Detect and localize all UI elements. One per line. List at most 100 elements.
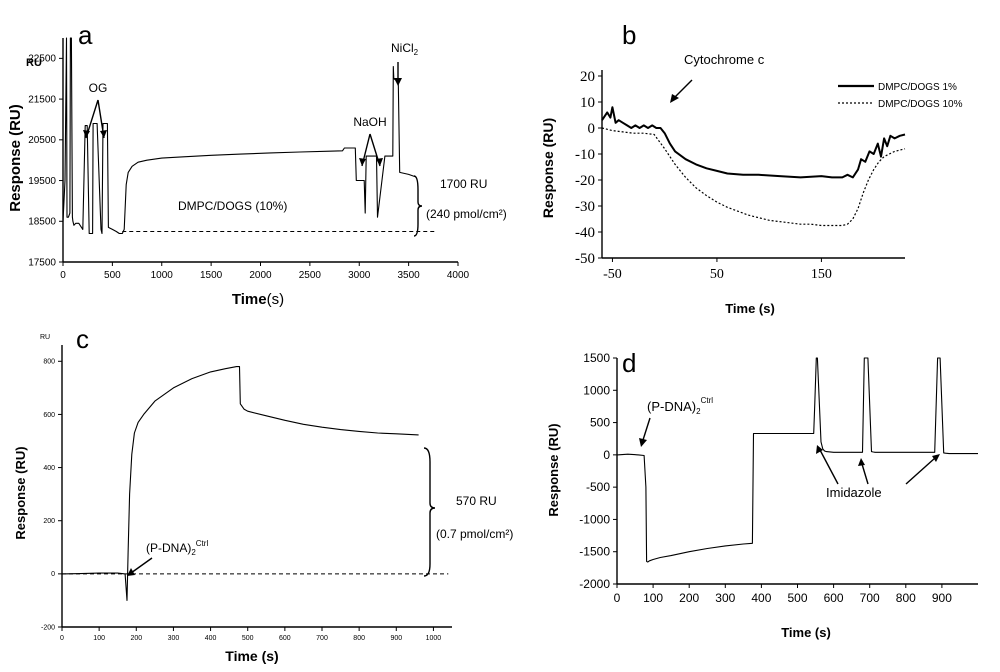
panel-a-brace: [413, 175, 423, 237]
y-tick-label: -20: [575, 173, 595, 189]
panel-c-y-unit: RU: [40, 334, 50, 341]
legend-label-1pct: DMPC/DOGS 1%: [878, 82, 957, 93]
x-tick-label: 600: [279, 635, 291, 642]
x-tick-label: 3000: [348, 270, 371, 281]
panel-c-label: c: [76, 324, 89, 354]
panel-a-delta-label: 1700 RU: [440, 177, 487, 191]
panel-a-y-axis-label: Response (RU): [7, 104, 24, 212]
y-tick-label: -50: [575, 251, 595, 267]
c-analyte-sub: 2: [191, 548, 196, 557]
panel-c-delta-label: 570 RU: [456, 494, 497, 508]
x-tick-label: 3500: [398, 270, 421, 281]
y-tick-label: -1000: [579, 512, 610, 526]
y-tick-label: 0: [603, 448, 610, 462]
panel-b-series: [601, 106, 906, 227]
x-tick-label: 50: [710, 267, 724, 282]
naoh-arrow-right-icon: [376, 158, 383, 166]
d-analyte-arrow-icon: [639, 438, 647, 447]
panel-d-label: d: [622, 348, 636, 378]
x-tick-label: 150: [811, 267, 832, 282]
x-tick-label: 300: [715, 591, 735, 605]
panel-c-x-axis-label: Time (s): [225, 648, 278, 664]
panel-c-analyte-arrow: [130, 557, 153, 574]
nicl-arrow-icon: [394, 78, 402, 86]
y-tick-label: -2000: [579, 577, 610, 591]
nicl-main: NiCl: [391, 41, 414, 55]
x-tick-label: 1000: [426, 635, 442, 642]
panel-a-x-axis-label-unit: (s): [267, 291, 285, 308]
panel-b-y-axis-label: Response (RU): [540, 118, 556, 218]
x-tick-label: 700: [316, 635, 328, 642]
panel-c-amount-label: (0.7 pmol/cm²): [436, 527, 513, 541]
x-tick-label: 0: [60, 635, 64, 642]
panel-d-analyte-label: (P-DNA)2Ctrl: [647, 396, 713, 416]
panel-d-series: [616, 357, 978, 563]
x-tick-label: 200: [679, 591, 699, 605]
panel-d-x-axis-label: Time (s): [781, 625, 831, 640]
imidazole-arrow-3-icon: [932, 454, 940, 462]
c-analyte-sup: Ctrl: [196, 539, 209, 548]
panel-d-analyte-arrow: [642, 417, 651, 441]
panel-a-y-ticks: 17500 18500 19500 20500 21500 22500: [28, 54, 63, 268]
protein-arrow-icon: [670, 94, 679, 103]
panel-a-x-ticks: 0 500 1000 1500 2000 2500 3000 3500 4000: [60, 262, 470, 281]
panel-d-y-ticks: -2000 -1500 -1000 -500 0 500 1000 1500: [579, 351, 617, 591]
panel-a-series: [62, 37, 415, 235]
panel-a-naoh-label: NaOH: [353, 115, 386, 129]
y-tick-label: 19500: [28, 176, 56, 187]
panel-a-x-axis-label: Time(s): [232, 291, 284, 308]
series-line-solid-0: [62, 37, 415, 235]
y-tick-label: 17500: [28, 257, 56, 268]
x-tick-label: 800: [896, 591, 916, 605]
x-tick-label: 600: [824, 591, 844, 605]
y-tick-label: -40: [575, 225, 595, 241]
panel-b-protein-label: Cytochrome c: [684, 52, 765, 67]
x-tick-label: 700: [860, 591, 880, 605]
y-tick-label: 800: [43, 359, 55, 366]
panel-d: d Response (RU) Time (s) -2000 -1500 -1000…: [546, 348, 978, 640]
y-tick-label: -1500: [579, 545, 610, 559]
panel-b-x-ticks: -50 50 150: [603, 258, 832, 282]
y-tick-label: 22500: [28, 54, 56, 65]
panel-c: c RU Response (RU) Time (s) -200 0 200 400 6…: [13, 324, 513, 664]
panel-d-imidazole-label: Imidazole: [826, 485, 882, 500]
imidazole-arrow-2-icon: [858, 458, 865, 466]
panel-a-sample-label: DMPC/DOGS (10%): [178, 199, 287, 213]
y-tick-label: -200: [41, 624, 55, 631]
panel-b-legend: DMPC/DOGS 1% DMPC/DOGS 10%: [838, 82, 963, 110]
x-tick-label: 400: [751, 591, 771, 605]
y-tick-label: 500: [590, 416, 610, 430]
x-tick-label: 200: [130, 635, 142, 642]
panel-b-x-axis-label: Time (s): [725, 301, 775, 316]
y-tick-label: 20: [580, 69, 595, 85]
panel-d-y-axis-label: Response (RU): [546, 423, 561, 516]
panel-b-label: b: [622, 20, 636, 50]
y-tick-label: 400: [43, 465, 55, 472]
x-tick-label: 400: [205, 635, 217, 642]
y-tick-label: 21500: [28, 94, 56, 105]
x-tick-label: 1000: [151, 270, 174, 281]
d-analyte-main: (P-DNA): [647, 399, 696, 414]
y-tick-label: -500: [586, 480, 610, 494]
panel-b-y-ticks: 20 10 0 -10 -20 -30 -40 -50: [575, 69, 602, 267]
imidazole-arrow-1-icon: [816, 445, 823, 454]
x-tick-label: 500: [104, 270, 121, 281]
panel-c-y-axis-label: Response (RU): [13, 446, 28, 539]
og-arrow-right-icon: [100, 130, 107, 138]
x-tick-label: 0: [60, 270, 66, 281]
panel-c-brace: [423, 447, 436, 577]
y-tick-label: -30: [575, 199, 595, 215]
x-tick-label: 500: [242, 635, 254, 642]
d-analyte-sub: 2: [696, 407, 701, 416]
x-tick-label: 0: [614, 591, 621, 605]
panel-a-amount-label: (240 pmol/cm²): [426, 207, 507, 221]
panel-a: a RU Response (RU) Time(s) 17500 18500 195…: [7, 20, 507, 308]
x-tick-label: 800: [353, 635, 365, 642]
imidazole-arrow-2: [861, 463, 869, 485]
panel-c-x-ticks: 0 100 200 300 400 500 600 700 800 900 1000: [60, 627, 441, 642]
x-tick-label: 900: [932, 591, 952, 605]
naoh-arrow-left-icon: [359, 158, 366, 166]
panel-a-nicl-label: NiCl2: [391, 41, 419, 57]
x-tick-label: 500: [787, 591, 807, 605]
y-tick-label: -10: [575, 147, 595, 163]
